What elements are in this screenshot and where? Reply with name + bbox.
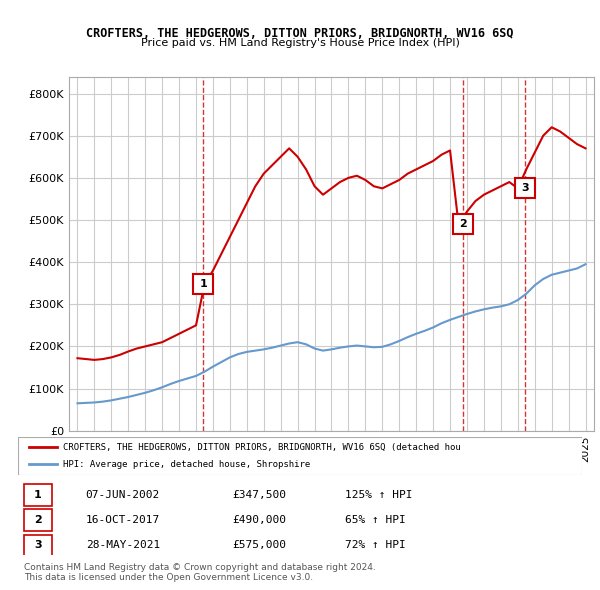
Text: CROFTERS, THE HEDGEROWS, DITTON PRIORS, BRIDGNORTH, WV16 6SQ: CROFTERS, THE HEDGEROWS, DITTON PRIORS, … — [86, 27, 514, 40]
Text: £490,000: £490,000 — [232, 515, 286, 525]
Text: 125% ↑ HPI: 125% ↑ HPI — [345, 490, 413, 500]
Text: 1: 1 — [34, 490, 41, 500]
Text: 1: 1 — [200, 279, 208, 289]
FancyBboxPatch shape — [23, 509, 52, 531]
Text: CROFTERS, THE HEDGEROWS, DITTON PRIORS, BRIDGNORTH, WV16 6SQ (detached hou: CROFTERS, THE HEDGEROWS, DITTON PRIORS, … — [63, 443, 461, 452]
Text: 3: 3 — [521, 183, 529, 194]
Text: 65% ↑ HPI: 65% ↑ HPI — [345, 515, 406, 525]
Text: 2: 2 — [460, 219, 467, 229]
Text: 3: 3 — [34, 540, 41, 550]
Text: HPI: Average price, detached house, Shropshire: HPI: Average price, detached house, Shro… — [63, 460, 310, 468]
Text: Contains HM Land Registry data © Crown copyright and database right 2024.: Contains HM Land Registry data © Crown c… — [24, 563, 376, 572]
Text: This data is licensed under the Open Government Licence v3.0.: This data is licensed under the Open Gov… — [24, 573, 313, 582]
Text: £575,000: £575,000 — [232, 540, 286, 550]
Text: 28-MAY-2021: 28-MAY-2021 — [86, 540, 160, 550]
Text: 16-OCT-2017: 16-OCT-2017 — [86, 515, 160, 525]
Text: 2: 2 — [34, 515, 41, 525]
FancyBboxPatch shape — [18, 437, 582, 475]
FancyBboxPatch shape — [23, 484, 52, 506]
Text: Price paid vs. HM Land Registry's House Price Index (HPI): Price paid vs. HM Land Registry's House … — [140, 38, 460, 48]
FancyBboxPatch shape — [23, 535, 52, 556]
Text: 07-JUN-2002: 07-JUN-2002 — [86, 490, 160, 500]
Text: £347,500: £347,500 — [232, 490, 286, 500]
Text: 72% ↑ HPI: 72% ↑ HPI — [345, 540, 406, 550]
